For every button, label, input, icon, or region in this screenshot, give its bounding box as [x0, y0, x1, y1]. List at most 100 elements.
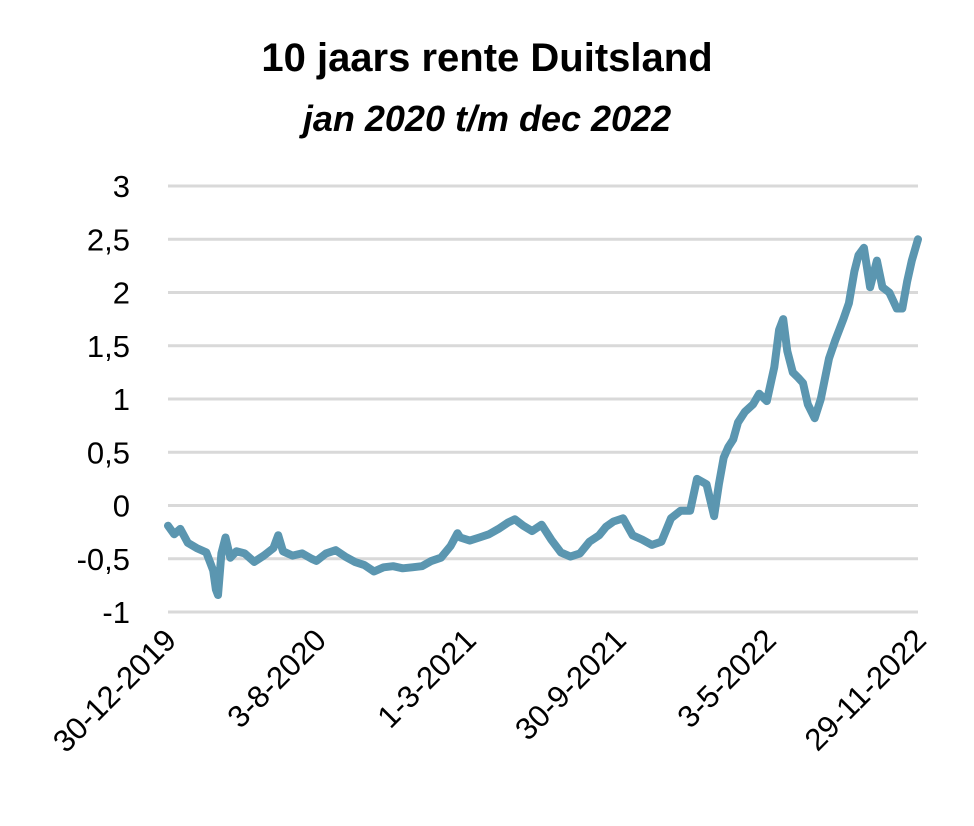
data-point	[855, 251, 862, 259]
data-point	[610, 518, 617, 525]
data-point	[341, 553, 349, 561]
data-point	[466, 537, 474, 545]
x-tick-label: 3-8-2020	[220, 622, 332, 734]
data-point	[437, 554, 445, 562]
data-point	[184, 539, 192, 547]
data-point	[279, 547, 287, 555]
data-point	[845, 299, 853, 307]
data-point	[170, 530, 178, 538]
data-point	[226, 554, 234, 562]
data-point	[749, 400, 757, 408]
data-point	[289, 552, 296, 560]
x-tick-label: 29-11-2022	[798, 622, 933, 757]
x-tick-label: 1-3-2021	[370, 622, 482, 734]
y-tick-label: 2	[113, 276, 130, 311]
data-point	[214, 591, 222, 599]
data-point	[638, 536, 646, 544]
data-point	[783, 347, 791, 355]
y-tick-label: 0	[113, 489, 130, 524]
data-point	[720, 454, 728, 462]
data-point	[804, 400, 812, 408]
data-point	[269, 544, 277, 552]
data-point	[360, 561, 368, 569]
chart-title: 10 jaars rente Duitsland	[261, 36, 713, 80]
data-point	[260, 552, 268, 560]
data-point	[710, 512, 718, 520]
data-point	[686, 507, 694, 515]
data-point	[667, 514, 675, 522]
data-point	[825, 355, 833, 362]
x-tick-label: 30-12-2019	[46, 622, 183, 759]
data-point	[595, 531, 603, 539]
data-point	[693, 475, 701, 483]
x-tick-label: 30-9-2021	[508, 622, 633, 747]
data-point	[908, 257, 916, 265]
data-point	[202, 548, 210, 556]
data-point	[860, 244, 868, 252]
data-point	[250, 558, 258, 566]
data-point	[456, 534, 464, 541]
data-point	[557, 548, 565, 556]
data-point	[322, 549, 330, 557]
y-tick-label: 1	[113, 382, 130, 417]
data-point	[298, 549, 306, 557]
data-point	[241, 549, 249, 557]
data-point	[164, 522, 172, 530]
y-axis-ticks: 3 2,5 2 1,5 1 0,5 0 -0,5 -1	[77, 169, 130, 630]
data-point	[729, 436, 737, 443]
data-point	[485, 530, 493, 538]
data-point	[878, 283, 886, 291]
data-point	[763, 397, 771, 405]
data-point	[370, 568, 378, 575]
data-point	[755, 390, 763, 398]
y-tick-label: 3	[113, 169, 130, 204]
data-point	[399, 564, 407, 572]
data-point	[629, 531, 637, 539]
data-point	[850, 267, 858, 275]
data-point	[619, 514, 627, 522]
data-point	[831, 336, 839, 344]
data-point	[232, 547, 240, 555]
data-point	[408, 563, 416, 571]
data-point	[495, 525, 502, 533]
data-point	[586, 538, 593, 546]
data-point	[380, 563, 388, 571]
data-point	[873, 257, 881, 265]
y-tick-label: 0,5	[87, 435, 130, 470]
data-point	[703, 480, 710, 488]
y-tick-label: 2,5	[87, 222, 130, 257]
y-tick-label: 1,5	[87, 329, 130, 364]
data-point	[222, 534, 229, 541]
data-point	[519, 522, 527, 530]
data-point	[212, 586, 220, 594]
data-point	[799, 379, 807, 387]
data-point	[893, 305, 901, 312]
data-point	[724, 443, 732, 451]
data-point	[504, 519, 512, 526]
data-point	[775, 326, 783, 334]
data-point	[351, 558, 359, 566]
data-point	[817, 395, 825, 403]
data-point	[789, 368, 797, 376]
data-point	[418, 562, 426, 570]
data-point	[770, 363, 778, 371]
data-point	[903, 278, 911, 286]
data-point	[715, 480, 723, 488]
data-point	[794, 374, 802, 382]
data-point	[547, 536, 555, 544]
data-point	[332, 546, 340, 554]
data-point	[648, 541, 656, 549]
chart-subtitle: jan 2020 t/m dec 2022	[302, 98, 672, 139]
data-point	[176, 525, 184, 533]
data-point	[779, 315, 787, 323]
data-point	[566, 553, 574, 561]
data-point	[741, 408, 749, 416]
data-point	[528, 527, 536, 535]
data-point	[866, 283, 874, 291]
data-point	[511, 515, 519, 523]
y-tick-label: -1	[102, 595, 130, 630]
data-point	[217, 549, 225, 557]
data-point	[677, 507, 684, 515]
data-point	[428, 557, 435, 565]
